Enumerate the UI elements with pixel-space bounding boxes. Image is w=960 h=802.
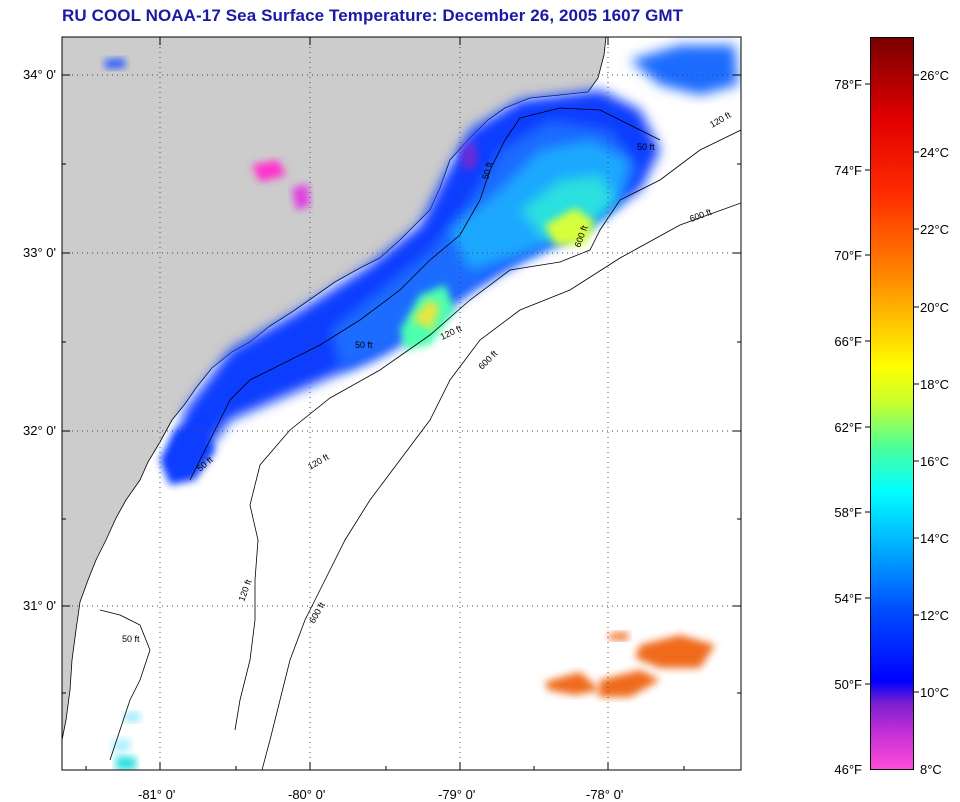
colorbar-celsius-label: 26°C bbox=[920, 68, 950, 83]
colorbar-celsius-label: 12°C bbox=[920, 608, 950, 623]
lon-label: -80° 0' bbox=[288, 787, 326, 802]
contour-label: 50 ft bbox=[480, 161, 494, 181]
colorbar-celsius-label: 16°C bbox=[920, 454, 950, 469]
colorbar-fahrenheit-label: 74°F bbox=[834, 163, 862, 178]
lon-label: -81° 0' bbox=[138, 787, 176, 802]
colorbar-celsius-label: 18°C bbox=[920, 377, 950, 392]
lon-label: -79° 0' bbox=[438, 787, 476, 802]
colorbar-celsius-label: 24°C bbox=[920, 145, 950, 160]
colorbar-fahrenheit-label: 58°F bbox=[834, 505, 862, 520]
lat-label: 34° 0' bbox=[23, 67, 56, 82]
axis-ticks bbox=[62, 37, 741, 770]
sst-field bbox=[104, 45, 738, 770]
map-frame bbox=[61, 36, 742, 771]
map-title: RU COOL NOAA-17 Sea Surface Temperature:… bbox=[62, 6, 684, 25]
colorbar-fahrenheit-label: 46°F bbox=[834, 762, 862, 777]
colorbar-ticks bbox=[865, 74, 919, 693]
colorbar-celsius-label: 22°C bbox=[920, 222, 950, 237]
lat-label: 32° 0' bbox=[23, 423, 56, 438]
colorbar-celsius-label: 14°C bbox=[920, 531, 950, 546]
contour-label: 50 ft bbox=[355, 340, 373, 350]
colorbar-fahrenheit-label: 50°F bbox=[834, 677, 862, 692]
bathymetry-contours bbox=[99, 107, 741, 770]
lat-label: 31° 0' bbox=[23, 598, 56, 613]
contour-label: 50 ft bbox=[122, 634, 140, 644]
colorbar-celsius-label: 8°C bbox=[920, 762, 942, 777]
colorbar-fahrenheit-label: 62°F bbox=[834, 420, 862, 435]
colorbar-celsius-label: 10°C bbox=[920, 685, 950, 700]
colorbar-fahrenheit-label: 70°F bbox=[834, 248, 862, 263]
lat-label: 33° 0' bbox=[23, 245, 56, 260]
colorbar-fahrenheit-label: 54°F bbox=[834, 591, 862, 606]
colorbar-celsius-label: 20°C bbox=[920, 300, 950, 315]
contour-label: 50 ft bbox=[637, 142, 655, 152]
lon-label: -78° 0' bbox=[586, 787, 624, 802]
colorbar-fahrenheit-label: 66°F bbox=[834, 334, 862, 349]
temperature-colorbar bbox=[870, 37, 914, 770]
graticule bbox=[62, 37, 741, 770]
colorbar-fahrenheit-label: 78°F bbox=[834, 77, 862, 92]
